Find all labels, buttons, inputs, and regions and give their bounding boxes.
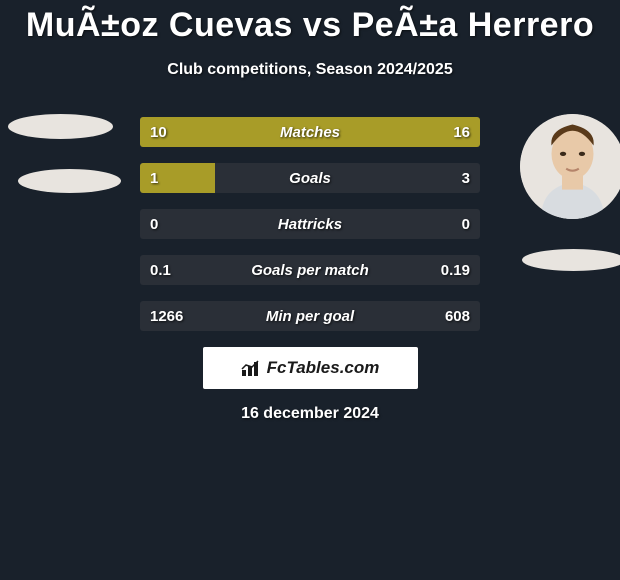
comparison-chart: 10 Matches 16 1 Goals 3 0 Hattricks 0 0.… bbox=[0, 117, 620, 423]
player-right-avatar bbox=[520, 114, 620, 219]
value-right: 16 bbox=[453, 117, 470, 147]
date-line: 16 december 2024 bbox=[0, 405, 620, 423]
stat-label: Goals per match bbox=[140, 255, 480, 285]
brand-logo: FcTables.com bbox=[241, 358, 380, 378]
value-right: 608 bbox=[445, 301, 470, 331]
stat-row-min-per-goal: 1266 Min per goal 608 bbox=[140, 301, 480, 331]
brand-text: FcTables.com bbox=[267, 358, 380, 378]
stat-row-matches: 10 Matches 16 bbox=[140, 117, 480, 147]
value-right: 0.19 bbox=[441, 255, 470, 285]
stat-row-hattricks: 0 Hattricks 0 bbox=[140, 209, 480, 239]
value-right: 0 bbox=[462, 209, 470, 239]
player-right-club-logo bbox=[522, 249, 620, 271]
subtitle: Club competitions, Season 2024/2025 bbox=[0, 61, 620, 79]
player-left-club-logo bbox=[18, 169, 121, 193]
brand-box: FcTables.com bbox=[203, 347, 418, 389]
stat-label: Hattricks bbox=[140, 209, 480, 239]
stat-bars: 10 Matches 16 1 Goals 3 0 Hattricks 0 0.… bbox=[140, 117, 480, 331]
value-right: 3 bbox=[462, 163, 470, 193]
page-title: MuÃ±oz Cuevas vs PeÃ±a Herrero bbox=[0, 0, 620, 45]
player-left-avatar bbox=[8, 114, 113, 139]
stat-row-goals: 1 Goals 3 bbox=[140, 163, 480, 193]
stat-label: Matches bbox=[140, 117, 480, 147]
stat-label: Min per goal bbox=[140, 301, 480, 331]
stat-label: Goals bbox=[140, 163, 480, 193]
bars-icon bbox=[241, 359, 263, 377]
stat-row-goals-per-match: 0.1 Goals per match 0.19 bbox=[140, 255, 480, 285]
